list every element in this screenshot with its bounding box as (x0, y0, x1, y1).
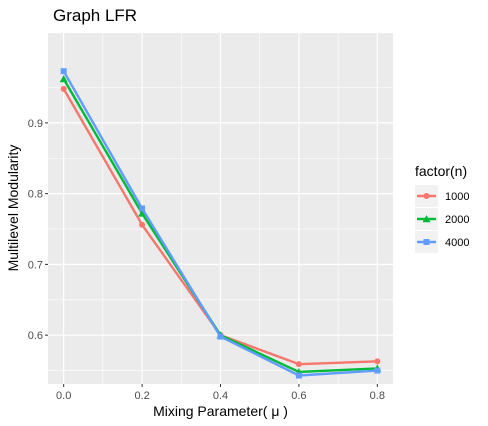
data-point-4000 (295, 372, 302, 379)
legend-label: 1000 (445, 191, 469, 203)
legend-title: factor(n) (415, 163, 467, 179)
y-axis-title: Multilevel Modularity (5, 145, 21, 272)
data-point-2000 (138, 209, 147, 217)
legend-key-marker (423, 193, 430, 199)
legend: factor(n) 1000 2000 4000 (415, 163, 469, 253)
legend-label: 4000 (445, 237, 469, 249)
data-point-1000 (139, 221, 146, 228)
x-tick-label: 0.0 (56, 390, 71, 402)
data-point-2000 (59, 74, 68, 83)
data-point-4000 (374, 367, 381, 374)
chart-title: Graph LFR (53, 6, 137, 25)
data-point-4000 (139, 205, 146, 212)
legend-item-2000: 2000 (415, 208, 469, 230)
x-axis-title: Mixing Parameter( μ ) (153, 403, 288, 419)
legend-item-1000: 1000 (415, 185, 469, 207)
x-tick-label: 0.2 (134, 390, 149, 402)
x-tick-label: 0.8 (370, 390, 385, 402)
data-point-1000 (295, 361, 302, 368)
legend-label: 2000 (445, 214, 469, 226)
x-axis-ticks: 0.0 0.2 0.4 0.6 0.8 (56, 384, 385, 402)
y-tick-label: 0.9 (28, 118, 43, 130)
legend-key-marker (423, 239, 430, 245)
legend-key-marker (422, 215, 431, 223)
data-point-4000 (217, 333, 224, 340)
x-tick-label: 0.6 (291, 390, 306, 402)
y-axis-ticks: 0.6 0.7 0.8 0.9 (28, 118, 48, 342)
data-point-4000 (60, 68, 67, 75)
x-tick-label: 0.4 (213, 390, 228, 402)
y-tick-label: 0.7 (28, 259, 43, 271)
data-point-1000 (60, 85, 67, 92)
data-point-1000 (374, 358, 381, 365)
series-4000 (60, 68, 381, 379)
series-layer (59, 68, 382, 379)
y-tick-label: 0.6 (28, 330, 43, 342)
legend-item-4000: 4000 (415, 231, 469, 253)
y-tick-label: 0.8 (28, 189, 43, 201)
